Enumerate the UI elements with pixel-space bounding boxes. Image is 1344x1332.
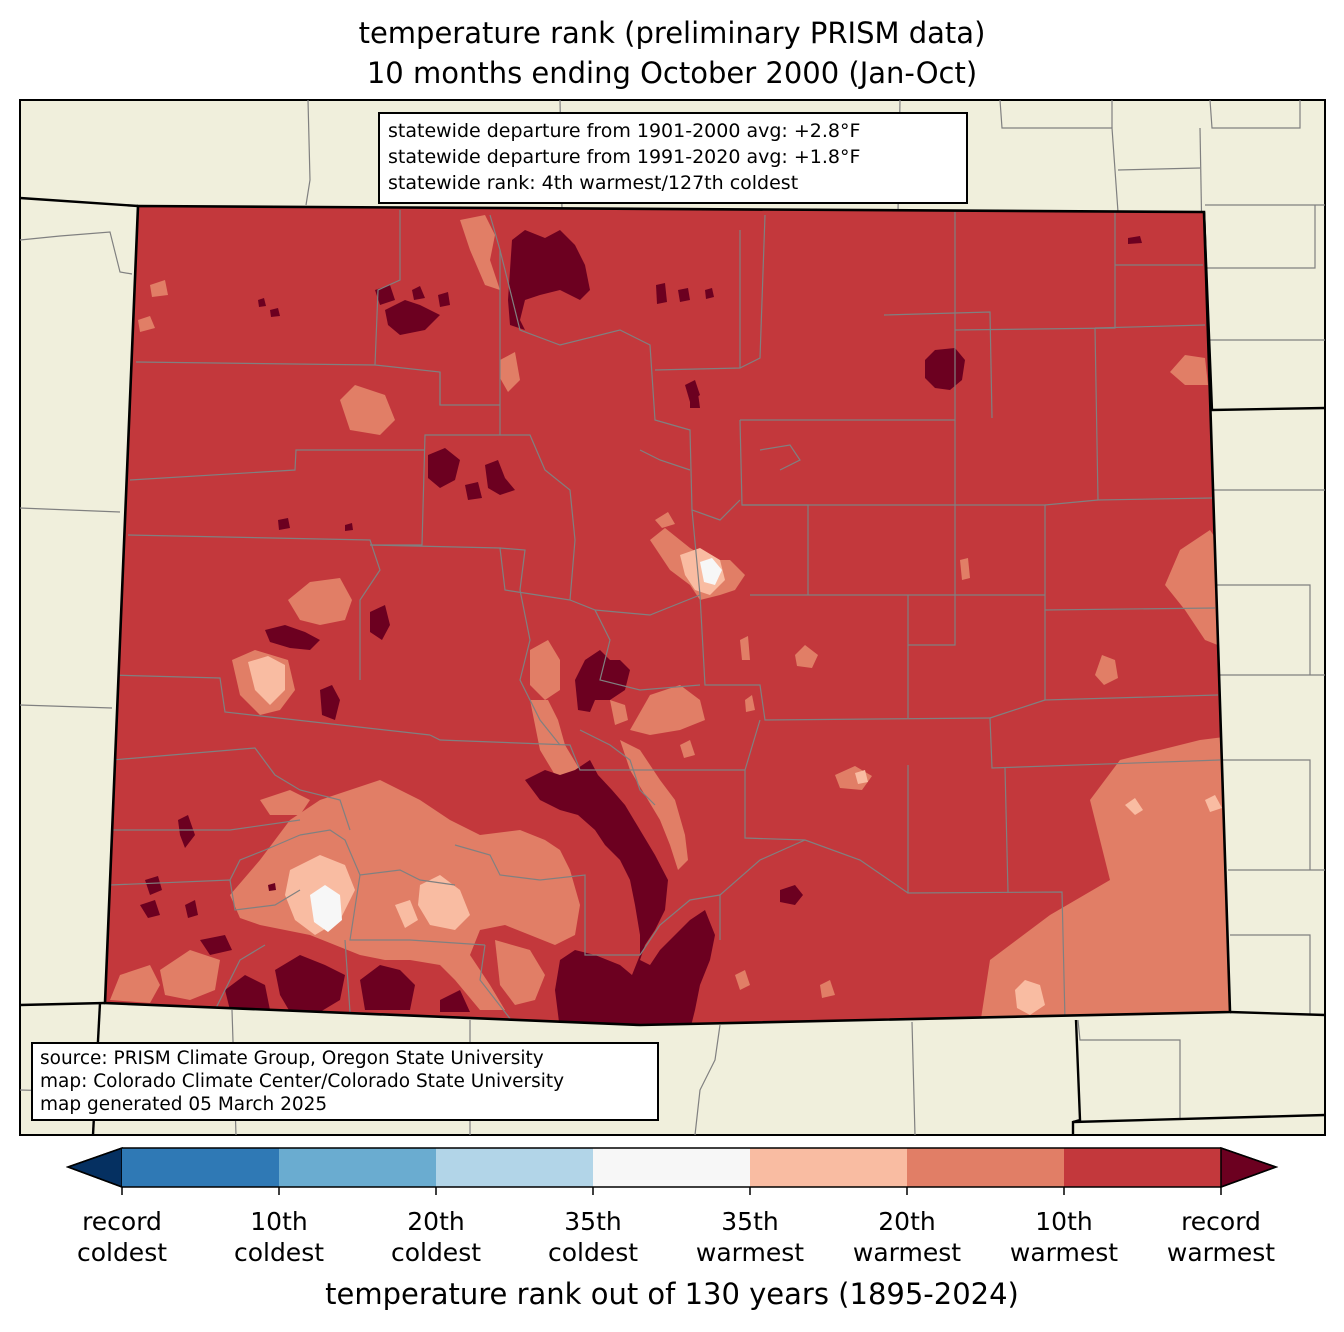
colorbar-bin-record-10th-coldest <box>122 1148 279 1187</box>
statewide-stats-box: statewide departure from 1901-2000 avg: … <box>378 112 968 204</box>
source-credit-box: source: PRISM Climate Group, Oregon Stat… <box>31 1042 659 1121</box>
colorbar-bin-20th-35th-coldest <box>436 1148 593 1187</box>
colorbar-bin-20th-10th-warmest <box>907 1148 1064 1187</box>
colorbar-bin-10th-20th-coldest <box>279 1148 436 1187</box>
colorbar-label: temperature rank out of 130 years (1895-… <box>325 1277 1019 1311</box>
tick-label-record-coldest: record coldest <box>76 1207 168 1267</box>
colorbar-bin-neutral <box>593 1148 750 1187</box>
colorbar <box>65 1146 1279 1195</box>
colorbar-bin-35th-20th-warmest <box>750 1148 907 1187</box>
map-credit-line: map: Colorado Climate Center/Colorado St… <box>40 1071 565 1092</box>
source-line: source: PRISM Climate Group, Oregon Stat… <box>40 1048 544 1069</box>
generated-date-line: map generated 05 March 2025 <box>40 1094 328 1115</box>
rank-record-warmest-patches <box>140 230 1142 1025</box>
colorbar-bin-10th-record-warmest <box>1064 1148 1221 1187</box>
tick-label-10th-warmest: 10th warmest <box>1009 1207 1119 1267</box>
rank-neutral-patches <box>310 558 722 932</box>
tick-label-35th-coldest: 35th coldest <box>547 1207 639 1267</box>
colorbar-ticks <box>121 1187 1222 1195</box>
tick-label-20th-coldest: 20th coldest <box>390 1207 482 1267</box>
colorbar-extend-warmest <box>1220 1146 1279 1189</box>
colorado-state-border <box>103 204 1232 1027</box>
tick-label-35th-warmest: 35th warmest <box>695 1207 805 1267</box>
map-title-line2: 10 months ending October 2000 (Jan-Oct) <box>366 56 978 90</box>
colorado-county-lines <box>108 210 1221 1025</box>
stats-departure-1901-2000: statewide departure from 1901-2000 avg: … <box>388 120 861 142</box>
stats-statewide-rank: statewide rank: 4th warmest/127th coldes… <box>388 172 799 194</box>
rank-20th-warmest-patches <box>110 215 1230 1025</box>
colorado-rank-field <box>105 206 1230 1025</box>
stats-departure-1991-2020: statewide departure from 1991-2020 avg: … <box>388 146 861 168</box>
tick-label-10th-coldest: 10th coldest <box>233 1207 325 1267</box>
colorbar-extend-coldest <box>65 1146 123 1189</box>
tick-label-20th-warmest: 20th warmest <box>852 1207 962 1267</box>
neighbor-state-borders <box>19 196 1326 1136</box>
tick-label-record-warmest: record warmest <box>1166 1207 1276 1267</box>
map-title-line1: temperature rank (preliminary PRISM data… <box>358 16 986 50</box>
